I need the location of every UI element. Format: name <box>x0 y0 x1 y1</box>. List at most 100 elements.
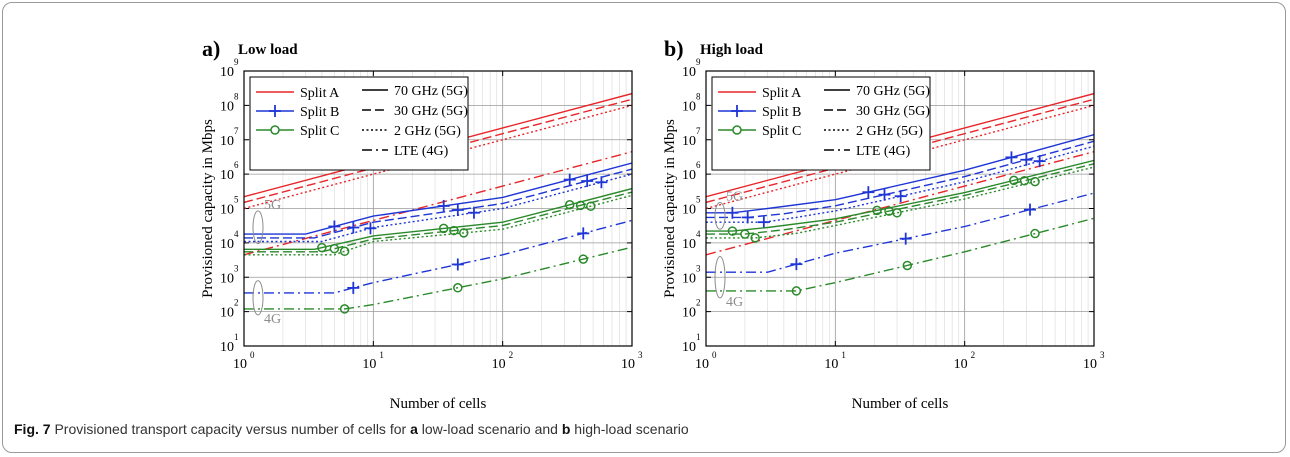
y-axis-label: Provisioned capacity in Mbps <box>200 119 216 298</box>
legend-label-split: Split A <box>300 86 340 101</box>
y-tick-label: 10 <box>682 340 696 355</box>
y-tick-exponent: 7 <box>234 126 239 136</box>
data-marker-plus <box>347 221 360 234</box>
y-tick-exponent: 1 <box>234 332 239 342</box>
data-marker-circle <box>902 260 913 271</box>
data-marker-circle <box>317 242 327 253</box>
series-line-split-b <box>244 219 632 294</box>
y-tick-exponent: 4 <box>696 229 701 239</box>
panel-title: High load <box>700 42 764 58</box>
y-tick-exponent: 6 <box>696 160 701 170</box>
series-line-split-b <box>706 192 1094 273</box>
data-marker-plus <box>581 175 594 188</box>
plot-area-border <box>243 70 633 347</box>
x-tick-exponent: 0 <box>250 350 255 360</box>
y-tick-label: 10 <box>220 271 234 286</box>
data-marker-plus <box>451 258 464 271</box>
y-tick-label: 10 <box>220 340 234 355</box>
y-tick-exponent: 3 <box>234 263 239 273</box>
y-tick-label: 10 <box>682 306 696 321</box>
data-marker-circle <box>1030 176 1040 187</box>
legend-label-split: Split C <box>300 124 339 139</box>
legend-label-tech: 30 GHz (5G) <box>856 104 930 119</box>
data-marker-plus <box>347 281 360 294</box>
x-axis-label: Number of cells <box>852 396 949 412</box>
data-marker-plus <box>790 258 803 271</box>
data-marker-plus <box>1020 153 1033 166</box>
data-marker-plus <box>899 232 912 245</box>
series-line-split-b <box>244 162 632 235</box>
legend-label-tech: 70 GHz (5G) <box>394 84 468 99</box>
x-tick-label: 10 <box>492 357 506 372</box>
series-line-split-a <box>706 151 1094 256</box>
data-marker-plus <box>328 220 341 233</box>
data-marker-circle <box>449 225 459 236</box>
legend-label-tech: LTE (4G) <box>394 144 449 159</box>
caption-text-1: Provisioned transport capacity versus nu… <box>54 421 407 437</box>
x-tick-label: 10 <box>824 357 838 372</box>
series-line-split-a <box>706 104 1094 210</box>
data-marker-plus <box>563 173 576 186</box>
data-marker-plus <box>437 199 450 212</box>
series-line-split-c <box>244 191 632 253</box>
data-marker-circle <box>575 200 586 211</box>
data-marker-circle <box>791 286 802 296</box>
series-line-split-c <box>706 217 1094 292</box>
y-tick-exponent: 1 <box>696 332 701 342</box>
chart-panel-a: 1001011021031011021031041051061071081095… <box>200 36 643 412</box>
chart-panel-b: 1001011021031011021031041051061071081095… <box>662 36 1105 412</box>
legend-label-tech: LTE (4G) <box>856 144 911 159</box>
caption-text-2: low-load scenario and <box>421 421 558 437</box>
x-tick-label: 10 <box>695 357 709 372</box>
x-tick-exponent: 2 <box>971 350 976 360</box>
y-tick-exponent: 6 <box>234 160 239 170</box>
figure-caption: Fig. 7 Provisioned transport capacity ve… <box>14 421 689 437</box>
series-line-split-b <box>706 145 1094 223</box>
x-tick-exponent: 3 <box>1100 350 1105 360</box>
data-marker-circle <box>740 229 750 239</box>
data-marker-plus <box>364 222 377 235</box>
data-marker-circle <box>339 304 350 314</box>
series-line-split-c <box>244 246 632 310</box>
x-tick-exponent: 1 <box>841 350 846 360</box>
legend-label-tech: 2 GHz (5G) <box>856 124 923 139</box>
legend: Split A Split B Split C 70 GHz (5G) 30 GHz (… <box>711 76 931 171</box>
data-marker-circle <box>339 246 350 257</box>
x-tick-exponent: 1 <box>379 350 384 360</box>
y-tick-exponent: 9 <box>234 57 239 67</box>
caption-label-a: a <box>410 421 418 437</box>
data-marker-plus <box>467 206 480 219</box>
legend-label-tech: 2 GHz (5G) <box>394 124 461 139</box>
data-marker-circle <box>892 208 902 218</box>
data-marker-plus <box>894 190 907 203</box>
x-tick-label: 10 <box>233 357 247 372</box>
y-tick-label: 10 <box>682 271 696 286</box>
y-tick-exponent: 4 <box>234 229 239 239</box>
data-marker-circle <box>872 205 882 216</box>
legend-label-split: Split B <box>300 105 339 120</box>
caption-fig-label: Fig. 7 <box>14 421 51 437</box>
data-marker-circle <box>727 226 738 236</box>
series-line-split-a <box>244 104 632 210</box>
x-tick-exponent: 3 <box>638 350 643 360</box>
x-tick-label: 10 <box>621 357 635 372</box>
annotation-label-5g: 5G <box>726 189 743 204</box>
series-line-split-c <box>706 163 1094 235</box>
data-marker-plus <box>595 176 608 189</box>
data-marker-circle <box>1030 228 1040 239</box>
series-line-split-c <box>706 166 1094 239</box>
y-tick-label: 10 <box>220 65 234 80</box>
annotation-ellipse <box>714 201 726 230</box>
caption-text-3: high-load scenario <box>574 421 689 437</box>
legend-label-split: Split A <box>762 86 802 101</box>
data-marker-circle <box>586 201 596 211</box>
series-line-split-a <box>244 151 632 256</box>
y-tick-label: 10 <box>220 168 234 183</box>
caption-label-b: b <box>561 421 571 437</box>
y-tick-label: 10 <box>220 306 234 321</box>
series-line-split-b <box>244 168 632 239</box>
y-axis-label: Provisioned capacity in Mbps <box>662 119 678 298</box>
y-tick-exponent: 5 <box>696 195 701 205</box>
